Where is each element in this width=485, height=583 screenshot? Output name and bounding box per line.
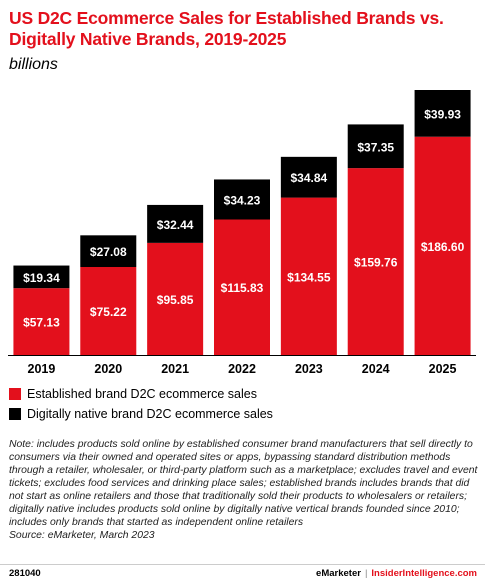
label-established-2024: $159.76: [354, 256, 398, 270]
bar-digital-2022: [214, 179, 270, 220]
bar-digital-2025: [414, 90, 471, 137]
label-digital-2022: $34.23: [224, 193, 261, 207]
bar-established-2025: [414, 136, 471, 355]
stacked-bar-chart: $57.13 $19.34 2019 $75.22 $27.08 2020 $95.85 $3…: [8, 90, 476, 376]
note-text: Note: includes products sold online by e…: [9, 439, 478, 528]
bar-established-2020: [80, 267, 137, 355]
label-digital-2021: $32.44: [157, 218, 194, 232]
bar-digital-2024: [347, 124, 404, 169]
label-digital-2020: $27.08: [90, 245, 127, 259]
x-tick-2021: 2021: [161, 362, 189, 376]
x-tick-2024: 2024: [362, 362, 390, 376]
legend-swatch-digital: [9, 408, 21, 420]
brand-separator: |: [364, 568, 368, 579]
x-tick-2020: 2020: [94, 362, 122, 376]
footer-divider: [0, 564, 485, 565]
label-established-2025: $186.60: [421, 240, 465, 254]
footer-brand: eMarketer | InsiderIntelligence.com: [316, 568, 477, 579]
bar-established-2022: [214, 219, 270, 355]
label-established-2023: $134.55: [287, 270, 331, 284]
x-tick-2025: 2025: [429, 362, 457, 376]
legend-item-established: Established brand D2C ecommerce sales: [9, 386, 257, 402]
brand-emarketer: eMarketer: [316, 568, 361, 579]
bar-established-2021: [147, 242, 204, 355]
label-established-2021: $95.85: [157, 293, 194, 307]
x-tick-2023: 2023: [295, 362, 323, 376]
legend-label-established: Established brand D2C ecommerce sales: [27, 387, 257, 401]
legend-swatch-established: [9, 388, 21, 400]
legend-label-digital: Digitally native brand D2C ecommerce sal…: [27, 407, 273, 421]
legend-item-digital: Digitally native brand D2C ecommerce sal…: [9, 406, 273, 422]
brand-insider-intelligence[interactable]: InsiderIntelligence.com: [371, 568, 477, 579]
chart-id: 281040: [9, 568, 41, 579]
x-tick-2019: 2019: [28, 362, 56, 376]
source-text: Source: eMarketer, March 2023: [9, 530, 155, 541]
bar-digital-2019: [13, 265, 70, 289]
label-established-2022: $115.83: [221, 281, 264, 295]
bar-established-2024: [347, 168, 404, 355]
label-digital-2023: $34.84: [291, 171, 328, 185]
label-digital-2024: $37.35: [357, 140, 394, 154]
x-tick-2022: 2022: [228, 362, 256, 376]
bar-digital-2021: [147, 204, 204, 243]
bar-digital-2023: [280, 156, 337, 198]
label-established-2020: $75.22: [90, 305, 127, 319]
bar-established-2023: [280, 197, 337, 355]
bar-established-2019: [13, 288, 70, 355]
label-digital-2019: $19.34: [23, 271, 60, 285]
bar-digital-2020: [80, 235, 137, 268]
chart-note: Note: includes products sold online by e…: [9, 438, 479, 542]
label-digital-2025: $39.93: [424, 107, 461, 121]
chart-title: US D2C Ecommerce Sales for Established B…: [9, 8, 444, 49]
chart-subtitle: billions: [9, 56, 58, 73]
label-established-2019: $57.13: [23, 316, 60, 330]
